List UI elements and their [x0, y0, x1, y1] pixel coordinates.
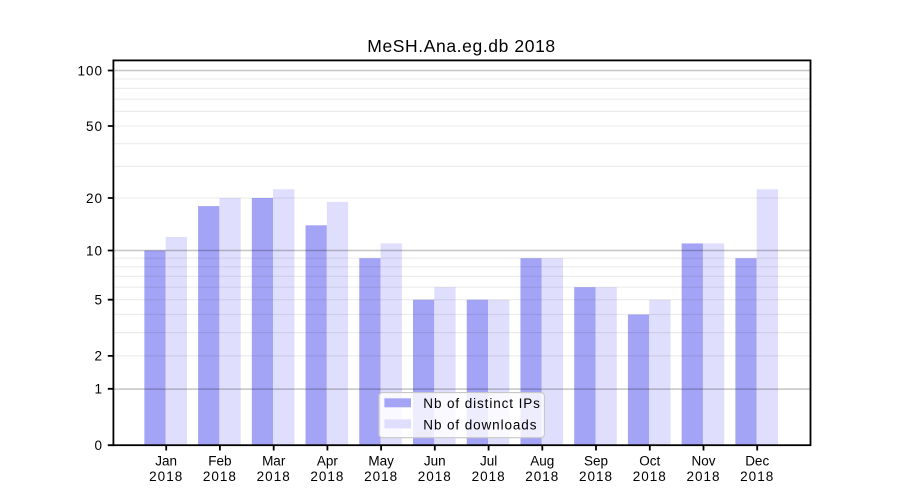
svg-text:Jan: Jan: [155, 454, 177, 469]
svg-text:2018: 2018: [472, 469, 506, 484]
svg-text:Oct: Oct: [639, 454, 660, 469]
svg-text:20: 20: [86, 191, 103, 206]
svg-text:2018: 2018: [418, 469, 452, 484]
svg-text:Aug: Aug: [530, 454, 554, 469]
svg-text:Mar: Mar: [262, 454, 286, 469]
svg-text:2018: 2018: [633, 469, 667, 484]
svg-text:2018: 2018: [579, 469, 613, 484]
svg-text:Nb of distinct IPs: Nb of distinct IPs: [423, 396, 541, 411]
svg-text:2: 2: [94, 349, 103, 364]
svg-text:1: 1: [94, 382, 103, 397]
svg-text:Jun: Jun: [424, 454, 446, 469]
svg-text:5: 5: [94, 293, 103, 308]
svg-text:Apr: Apr: [317, 454, 339, 469]
svg-text:2018: 2018: [257, 469, 291, 484]
svg-text:2018: 2018: [310, 469, 344, 484]
svg-text:2018: 2018: [203, 469, 237, 484]
svg-text:100: 100: [77, 63, 103, 78]
svg-text:Sep: Sep: [584, 454, 608, 469]
svg-text:0: 0: [94, 438, 103, 453]
svg-text:50: 50: [86, 119, 103, 134]
svg-text:2018: 2018: [740, 469, 774, 484]
svg-text:2018: 2018: [149, 469, 183, 484]
svg-text:2018: 2018: [525, 469, 559, 484]
svg-text:2018: 2018: [364, 469, 398, 484]
svg-text:MeSH.Ana.eg.db 2018: MeSH.Ana.eg.db 2018: [367, 36, 555, 56]
svg-text:Nov: Nov: [691, 454, 715, 469]
svg-text:May: May: [368, 454, 394, 469]
svg-text:10: 10: [86, 243, 103, 258]
svg-text:Jul: Jul: [480, 454, 497, 469]
svg-text:2018: 2018: [686, 469, 720, 484]
svg-text:Dec: Dec: [745, 454, 769, 469]
svg-text:Nb of downloads: Nb of downloads: [423, 417, 537, 432]
svg-text:Feb: Feb: [208, 454, 231, 469]
